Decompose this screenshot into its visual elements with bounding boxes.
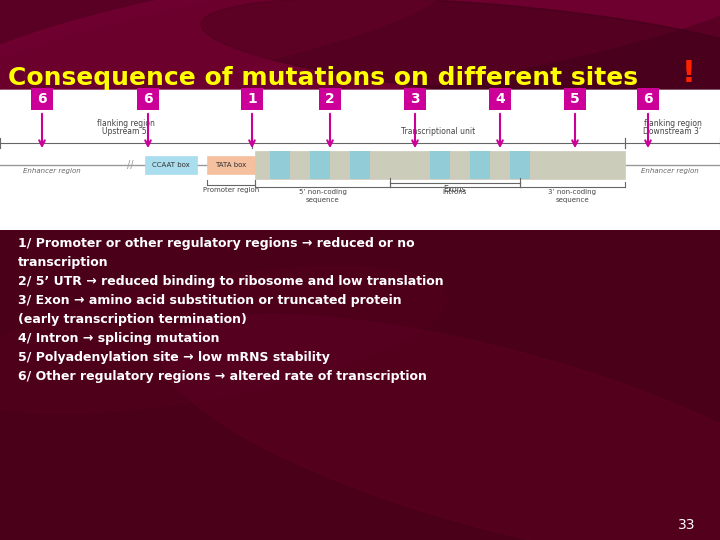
- Bar: [255, 151, 625, 179]
- Bar: [404, 88, 426, 110]
- Text: 3’ non-coding: 3’ non-coding: [549, 189, 596, 195]
- Bar: [319, 88, 341, 110]
- Text: Promoter region: Promoter region: [203, 187, 259, 193]
- Ellipse shape: [201, 0, 720, 102]
- Text: TATA box: TATA box: [215, 162, 247, 168]
- Text: Enhancer region: Enhancer region: [641, 168, 699, 174]
- Bar: [31, 88, 53, 110]
- Text: flanking region: flanking region: [644, 119, 701, 128]
- Bar: [137, 88, 159, 110]
- Bar: [207, 156, 255, 174]
- Text: CCAAT box: CCAAT box: [152, 162, 190, 168]
- Text: Introns: Introns: [443, 189, 467, 195]
- Ellipse shape: [161, 314, 720, 540]
- Text: 4/ Intron → splicing mutation: 4/ Intron → splicing mutation: [18, 332, 220, 345]
- Bar: [0, 230, 720, 540]
- Text: 6: 6: [143, 92, 153, 106]
- Bar: [430, 151, 450, 179]
- Bar: [489, 88, 511, 110]
- Text: 3/ Exon → amino acid substitution or truncated protein: 3/ Exon → amino acid substitution or tru…: [18, 294, 402, 307]
- Bar: [270, 151, 290, 179]
- Text: 6: 6: [37, 92, 47, 106]
- Ellipse shape: [0, 0, 720, 117]
- Bar: [470, 151, 490, 179]
- Text: sequence: sequence: [306, 197, 339, 203]
- Text: Consequence of mutations on different sites: Consequence of mutations on different si…: [8, 66, 638, 90]
- Text: sequence: sequence: [556, 197, 589, 203]
- Text: Upstream 5’: Upstream 5’: [102, 127, 150, 136]
- Text: !: !: [682, 59, 696, 89]
- Text: Enhancer region: Enhancer region: [23, 168, 81, 174]
- Text: 33: 33: [678, 518, 695, 532]
- Bar: [310, 151, 330, 179]
- Text: flanking region: flanking region: [97, 119, 155, 128]
- Text: //: //: [127, 160, 133, 170]
- Bar: [350, 151, 370, 179]
- Text: Downstream 3’: Downstream 3’: [644, 127, 701, 136]
- Text: (early transcription termination): (early transcription termination): [18, 313, 247, 326]
- Ellipse shape: [0, 0, 445, 102]
- Text: transcription: transcription: [18, 256, 109, 269]
- Text: Exons: Exons: [444, 185, 467, 194]
- Text: 5: 5: [570, 92, 580, 106]
- Bar: [510, 151, 530, 179]
- Text: 2/ 5’ UTR → reduced binding to ribosome and low translation: 2/ 5’ UTR → reduced binding to ribosome …: [18, 275, 444, 288]
- Text: 4: 4: [495, 92, 505, 106]
- Text: Transcriptional unit: Transcriptional unit: [401, 127, 476, 136]
- Text: 5’ non-coding: 5’ non-coding: [299, 189, 346, 195]
- Text: 2: 2: [325, 92, 335, 106]
- Text: 1: 1: [247, 92, 257, 106]
- Text: 1/ Promoter or other regulatory regions → reduced or no: 1/ Promoter or other regulatory regions …: [18, 237, 415, 250]
- Text: 5/ Polyadenylation site → low mRNS stability: 5/ Polyadenylation site → low mRNS stabi…: [18, 351, 330, 364]
- Bar: [637, 88, 659, 110]
- Bar: [241, 88, 263, 110]
- Text: 6: 6: [643, 92, 653, 106]
- Bar: [0, 90, 720, 230]
- Ellipse shape: [0, 267, 446, 413]
- Bar: [564, 88, 586, 110]
- Text: 6/ Other regulatory regions → altered rate of transcription: 6/ Other regulatory regions → altered ra…: [18, 370, 427, 383]
- Bar: [145, 156, 197, 174]
- Text: 3: 3: [410, 92, 420, 106]
